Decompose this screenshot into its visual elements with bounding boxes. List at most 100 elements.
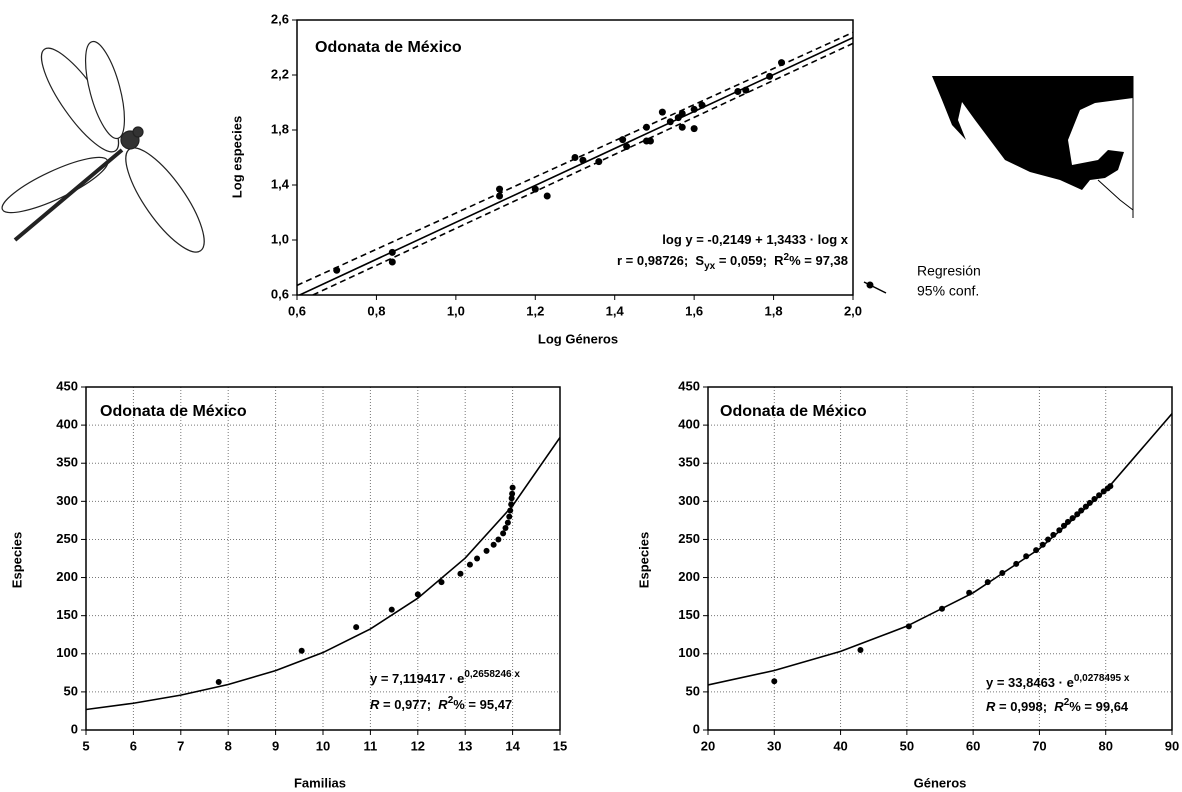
- annotation-text: yx: [704, 261, 716, 272]
- x-tick-label: 60: [966, 738, 980, 753]
- data-point: [502, 525, 509, 532]
- annotation-text: r = 0,98726; S: [617, 253, 704, 268]
- data-point: [658, 108, 666, 116]
- y-tick-label: 2,2: [271, 66, 289, 81]
- y-tick-label: 150: [678, 607, 700, 622]
- y-tick-label: 300: [56, 493, 78, 508]
- data-point: [771, 678, 778, 685]
- y-tick-label: 300: [678, 493, 700, 508]
- legend-label: Regresión: [917, 263, 981, 279]
- x-tick-label: 12: [411, 738, 425, 753]
- y-axis-label: Log especies: [229, 116, 244, 198]
- y-axis-label: Especies: [636, 532, 651, 588]
- x-tick-label: 0,8: [367, 303, 385, 318]
- legend-symbol: [866, 281, 874, 289]
- x-axis-label: Log Géneros: [538, 331, 618, 346]
- y-tick-label: 450: [678, 378, 700, 393]
- x-tick-label: 14: [505, 738, 520, 753]
- y-tick-label: 0,6: [271, 286, 289, 301]
- y-tick-label: 200: [678, 569, 700, 584]
- data-point: [496, 185, 504, 193]
- annotation: R = 0,977; R2% = 95,47: [370, 695, 512, 713]
- data-point: [215, 678, 222, 685]
- data-point: [1091, 496, 1098, 503]
- y-tick-label: 100: [56, 645, 78, 660]
- legend-label: 95% conf.: [917, 283, 979, 299]
- x-tick-label: 13: [458, 738, 472, 753]
- data-point: [388, 258, 396, 266]
- data-point: [1086, 499, 1093, 506]
- x-tick-label: 20: [701, 738, 715, 753]
- y-axis-label: Especies: [9, 532, 24, 588]
- data-point: [508, 495, 515, 502]
- data-point: [353, 624, 360, 631]
- x-axis-label: Géneros: [914, 775, 967, 790]
- regression-line: [708, 413, 1172, 686]
- annotation-text: R: [370, 697, 380, 712]
- confidence-line: [297, 31, 853, 287]
- plot: 5 6 7 8 9 10 11 12 13 14 1505010015020025030035040…: [9, 378, 567, 790]
- plot: 20 30 40 50 60 70 80 90 0 50 100 150 200 250 300 350 400…: [636, 378, 1179, 790]
- data-point: [1060, 522, 1067, 529]
- data-point: [690, 125, 698, 133]
- x-tick-label: 40: [833, 738, 847, 753]
- y-tick-label: 150: [56, 607, 78, 622]
- y-tick-label: 1,0: [271, 231, 289, 246]
- annotation-text: = 0,977;: [379, 697, 438, 712]
- legend: Regresión 95% conf.: [863, 263, 981, 299]
- annotation-text: R: [438, 697, 448, 712]
- chart-title: Odonata de México: [315, 39, 462, 56]
- data-point: [483, 547, 490, 554]
- annotation-text: = 0,998;: [995, 699, 1054, 714]
- x-tick-label: 6: [130, 738, 137, 753]
- x-tick-label: 11: [364, 738, 378, 753]
- chart-title: Odonata de México: [720, 403, 867, 420]
- data-point: [857, 646, 864, 653]
- data-point: [619, 136, 627, 144]
- annotation-text: 2: [1064, 697, 1070, 708]
- data-point: [1082, 503, 1089, 510]
- data-point: [474, 555, 481, 562]
- y-tick-label: 350: [678, 455, 700, 470]
- y-tick-label: 200: [56, 569, 78, 584]
- data-point: [678, 123, 686, 131]
- annotation-text: y = 7,119417 · e: [370, 671, 464, 686]
- annotation: r = 0,98726; Syx = 0,059; R2% = 97,38: [617, 252, 848, 272]
- annotation: y = 7,119417 · e0,2658246 x: [370, 669, 520, 687]
- data-point: [490, 541, 497, 548]
- data-point: [531, 185, 539, 193]
- annotation-text: R: [986, 699, 996, 714]
- data-point: [495, 536, 502, 543]
- annotation-text: 0,0278495 x: [1074, 673, 1130, 684]
- data-point: [623, 143, 631, 150]
- annotation-text: % = 95,47: [453, 697, 512, 712]
- annotation-text: 0,2658246 x: [464, 669, 520, 680]
- y-tick-label: 50: [686, 683, 700, 698]
- x-tick-label: 90: [1165, 738, 1179, 753]
- data-point: [1078, 507, 1085, 514]
- x-tick-label: 1,8: [765, 303, 783, 318]
- y-tick-label: 50: [64, 683, 78, 698]
- y-tick-label: 400: [678, 417, 700, 432]
- data-point: [466, 561, 473, 568]
- y-tick-label: 0: [693, 721, 700, 736]
- y-tick-label: 1,8: [271, 121, 289, 136]
- annotation: log y = -0,2149 + 1,3433 · log x: [662, 232, 848, 247]
- x-tick-label: 80: [1098, 738, 1112, 753]
- plot: 0,6 0,8 1,0 1,2 1,4 1,6 1,8 2,0 0,6 1,0 1,4 1,8 2,2 2…: [229, 11, 862, 346]
- plot-frame: [707, 386, 1173, 731]
- y-tick-label: 0: [71, 721, 78, 736]
- annotation: y = 33,8463 · e0,0278495 x: [986, 673, 1130, 691]
- data-point: [388, 606, 395, 613]
- annotation-text: 2: [784, 252, 790, 263]
- x-tick-label: 5: [82, 738, 89, 753]
- x-tick-label: 2,0: [844, 303, 862, 318]
- y-tick-label: 450: [56, 378, 78, 393]
- x-tick-label: 8: [225, 738, 232, 753]
- data-point: [457, 570, 464, 577]
- y-tick-label: 400: [56, 417, 78, 432]
- chart-title: Odonata de México: [100, 403, 247, 420]
- regression-line: [86, 437, 560, 711]
- annotation-text: log y = -0,2149 + 1,3433 · log x: [662, 232, 848, 247]
